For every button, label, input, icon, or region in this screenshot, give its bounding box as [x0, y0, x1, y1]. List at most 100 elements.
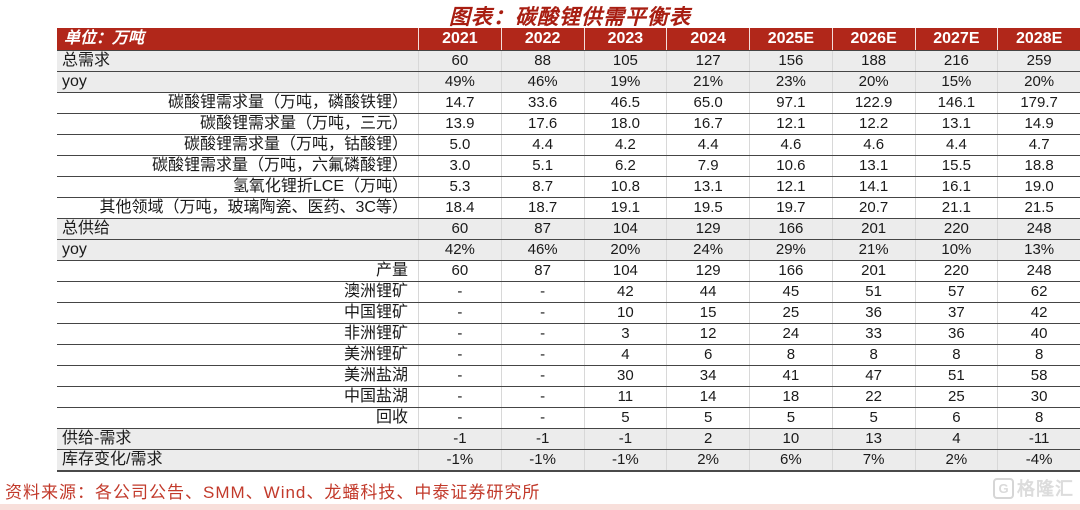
row-label: 美洲锂矿	[343, 346, 408, 363]
value-cell: 44	[666, 282, 749, 302]
value-cell: 4	[914, 429, 998, 449]
year-column-header: 2024	[666, 28, 749, 50]
value-cell: 15	[666, 303, 749, 323]
row-label: 氢氧化锂折LCE（万吨）	[232, 178, 408, 195]
value-cell: 6	[666, 345, 749, 365]
value-cell: 2	[666, 429, 749, 449]
table-row: 回收 - -5 5 5 5 6 8	[57, 407, 1080, 428]
value-cell: 16.1	[914, 177, 998, 197]
value-cell: 18.7	[500, 198, 584, 218]
value-cell: -	[418, 345, 501, 365]
value-cell: 8	[749, 345, 832, 365]
year-column-header: 2026E	[831, 28, 915, 50]
supply-demand-table: 单位：万吨 2021 2022 2023 2024 2025E 2026E 2027E 202…	[57, 28, 1080, 472]
value-cell: 105	[583, 51, 667, 71]
year-column-header: 2023	[583, 28, 667, 50]
value-cell: 6.2	[583, 156, 667, 176]
value-cell: 97.1	[749, 93, 832, 113]
value-cell: 19.1	[583, 198, 667, 218]
value-cell: 24	[749, 324, 832, 344]
row-label: 碳酸锂需求量（万吨，三元）	[199, 115, 408, 132]
value-cell: -	[418, 324, 501, 344]
value-cell: 248	[997, 219, 1080, 239]
table-row: 产量 60 87 104 129 166 201 220 248	[57, 260, 1080, 281]
value-cell: 6%	[749, 450, 832, 470]
value-cell: 156	[749, 51, 832, 71]
value-cell: 36	[914, 324, 998, 344]
value-cell: 34	[666, 366, 749, 386]
value-cell: -1	[418, 429, 501, 449]
table-row: 其他领域（万吨，玻璃陶瓷、医药、3C等） 18.4 18.7 19.1 19.5 19.7…	[57, 197, 1080, 218]
value-cell: 87	[500, 261, 584, 281]
value-cell: 25	[914, 387, 998, 407]
table-row: 碳酸锂需求量（万吨，六氟磷酸锂） 3.0 5.1 6.2 7.9 10.6 13.1 15.5…	[57, 155, 1080, 176]
value-cell: 36	[831, 303, 915, 323]
value-cell: 2%	[666, 450, 749, 470]
value-cell: -1%	[418, 450, 501, 470]
value-cell: 14.9	[997, 114, 1080, 134]
value-cell: 8.7	[500, 177, 584, 197]
value-cell: -1	[583, 429, 667, 449]
value-cell: 40	[997, 324, 1080, 344]
table-row: 非洲锂矿 - -3 12 24 33 36 40	[57, 323, 1080, 344]
year-column-header: 2022	[500, 28, 584, 50]
row-label: yoy	[62, 241, 87, 258]
value-cell: 4.6	[749, 135, 832, 155]
value-cell: 5	[583, 408, 667, 428]
value-cell: 46%	[500, 72, 584, 92]
value-cell: 259	[997, 51, 1080, 71]
value-cell: 25	[749, 303, 832, 323]
value-cell: 129	[666, 219, 749, 239]
value-cell: 21%	[831, 240, 915, 260]
unit-header-cell: 单位：万吨	[64, 30, 145, 47]
value-cell: -	[500, 366, 584, 386]
value-cell: 8	[914, 345, 998, 365]
value-cell: 129	[666, 261, 749, 281]
table-row: 氢氧化锂折LCE（万吨） 5.3 8.7 10.8 13.1 12.1 14.1 16.1 19…	[57, 176, 1080, 197]
value-cell: 5	[749, 408, 832, 428]
value-cell: -	[500, 324, 584, 344]
value-cell: 37	[914, 303, 998, 323]
value-cell: 166	[749, 261, 832, 281]
value-cell: 5	[831, 408, 915, 428]
value-cell: -1	[500, 429, 584, 449]
value-cell: 4.4	[914, 135, 998, 155]
value-cell: 42	[997, 303, 1080, 323]
value-cell: 4.4	[666, 135, 749, 155]
value-cell: 7%	[831, 450, 915, 470]
value-cell: 21%	[666, 72, 749, 92]
value-cell: -	[500, 408, 584, 428]
row-label: 总需求	[62, 52, 111, 69]
value-cell: 127	[666, 51, 749, 71]
value-cell: 49%	[418, 72, 501, 92]
table-row: 碳酸锂需求量（万吨，钴酸锂） 5.0 4.4 4.2 4.4 4.6 4.6 4.4 4.7	[57, 134, 1080, 155]
value-cell: -4%	[997, 450, 1080, 470]
value-cell: 30	[997, 387, 1080, 407]
value-cell: 29%	[749, 240, 832, 260]
value-cell: -	[500, 387, 584, 407]
value-cell: 12.1	[749, 177, 832, 197]
value-cell: 12.1	[749, 114, 832, 134]
value-cell: 14.1	[831, 177, 915, 197]
value-cell: 5.1	[500, 156, 584, 176]
value-cell: 18.0	[583, 114, 667, 134]
value-cell: 8	[831, 345, 915, 365]
value-cell: 10%	[914, 240, 998, 260]
value-cell: 17.6	[500, 114, 584, 134]
table-row: yoy 42% 46% 20% 24% 29% 21% 10% 13%	[57, 239, 1080, 260]
table-row: 总供给 60 87 104 129 166 201 220 248	[57, 218, 1080, 239]
value-cell: -	[418, 303, 501, 323]
row-label: 非洲锂矿	[343, 325, 408, 342]
value-cell: 4.4	[500, 135, 584, 155]
value-cell: 5.0	[418, 135, 501, 155]
row-label: yoy	[62, 73, 87, 90]
value-cell: 41	[749, 366, 832, 386]
value-cell: 122.9	[831, 93, 915, 113]
value-cell: 8	[997, 345, 1080, 365]
value-cell: 19.0	[997, 177, 1080, 197]
value-cell: -	[418, 387, 501, 407]
table-body: 总需求 60 88 105 127 156 188 216 259 yoy 49% 46% 19% 21%…	[57, 50, 1080, 470]
value-cell: 4.7	[997, 135, 1080, 155]
value-cell: 4.6	[831, 135, 915, 155]
value-cell: 3.0	[418, 156, 501, 176]
